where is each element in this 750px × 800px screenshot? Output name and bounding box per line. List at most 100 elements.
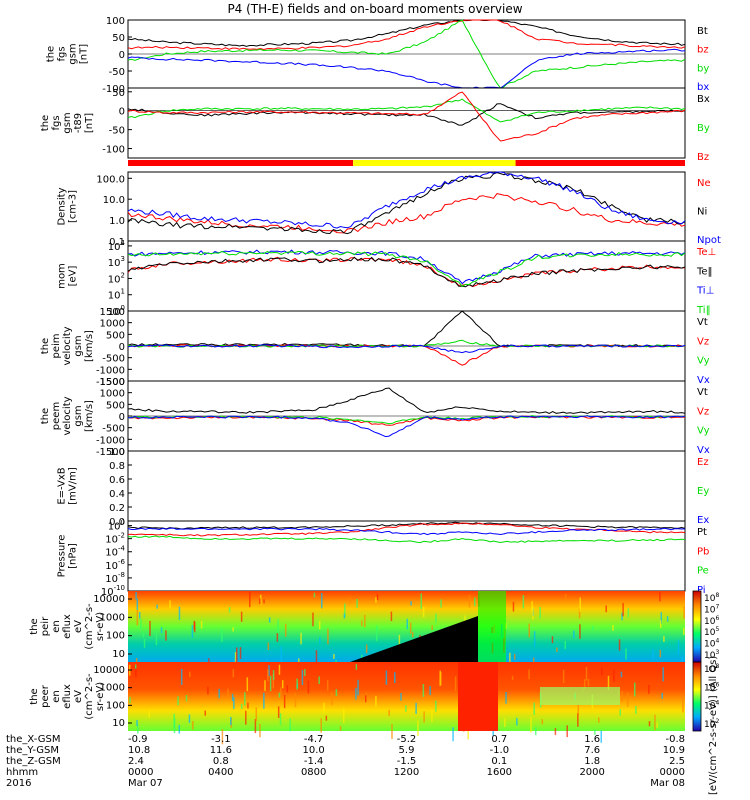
spectrogram-streak <box>254 718 257 734</box>
spectrogram-streak <box>607 675 610 691</box>
spectrogram-streak <box>276 633 279 642</box>
spectrogram-streak <box>307 680 310 694</box>
spectrogram-streak <box>648 721 651 727</box>
spectrogram-streak <box>267 642 270 651</box>
spectrogram-streak <box>516 717 518 726</box>
spectrogram-streak <box>452 727 454 742</box>
y-tick-label: 0.2 <box>109 503 125 514</box>
panel-peir-spectrogram: 10810710610510410310000100010010thepeire… <box>29 590 719 676</box>
series-line-By <box>127 98 686 123</box>
spectrogram-streak <box>621 612 623 621</box>
spectrogram-streak <box>627 608 630 618</box>
spectrogram-streak <box>511 675 514 680</box>
spectrogram-streak <box>294 692 297 708</box>
legend-entry-Vt: Vt <box>697 317 708 328</box>
spectrogram-streak <box>551 636 554 644</box>
spectrogram-streak <box>364 614 366 628</box>
x-axis-value: 2.4 <box>128 756 144 767</box>
legend-entry-Pe: Pe <box>697 566 709 577</box>
spectrogram-streak <box>267 669 269 682</box>
spectrogram-streak <box>682 698 684 713</box>
spectrogram-streak <box>280 646 283 663</box>
x-axis-value: 7.6 <box>584 745 600 756</box>
spectrogram-streak <box>431 709 433 722</box>
y-tick-label: 1000 <box>100 683 125 694</box>
spectrogram-streak <box>339 726 342 731</box>
spectrogram-streak <box>355 687 357 700</box>
spectrogram-streak <box>659 592 661 602</box>
spectrogram-streak <box>612 624 614 631</box>
series-line-Te‖ <box>127 256 686 288</box>
legend-entry-bx: bx <box>697 82 709 93</box>
spectrogram-streak <box>422 606 425 618</box>
spectrogram-streak <box>420 593 422 609</box>
spectrogram-streak <box>398 634 401 648</box>
spectrogram-streak <box>278 692 281 698</box>
x-axis-row-label: the_X-GSM <box>6 734 60 745</box>
spectrogram-streak <box>533 702 535 715</box>
spectrogram-streak <box>281 680 284 689</box>
spectrogram-streak <box>361 620 363 627</box>
spectrogram-streak <box>505 691 507 704</box>
spectrogram-streak <box>587 678 590 687</box>
panel-fgs: 100 50 0 -50 -100 thefgsgsm[nT] Bt bz by bx <box>46 16 710 95</box>
spectrogram-streak <box>236 647 238 663</box>
spectrogram-streak <box>356 598 358 608</box>
mode-bar-segment <box>515 160 685 166</box>
y-tick-label: -50 <box>109 67 125 78</box>
y-tick-label: -1000 <box>96 435 125 446</box>
spectrogram-streak <box>289 718 291 732</box>
y-tick-label: 0.8 <box>109 461 125 472</box>
spectrogram-streak <box>564 641 566 650</box>
spectrogram-streak <box>296 678 298 690</box>
spectrogram-streak <box>659 620 662 628</box>
spectrogram-streak <box>412 631 414 638</box>
spectrogram-streak <box>245 710 247 725</box>
spectrogram-streak <box>149 620 151 637</box>
spectrogram-streak <box>435 700 437 712</box>
series-line-Npot <box>127 171 686 229</box>
spectrogram-streak <box>344 603 346 618</box>
x-axis-value: 2000 <box>579 767 604 778</box>
y-tick-label: 1500 <box>100 377 125 388</box>
spectrogram-streak <box>266 659 268 665</box>
spectrogram-streak <box>312 612 314 627</box>
legend-entry-Bz: Bz <box>697 152 709 163</box>
spectrogram-streak <box>280 687 282 699</box>
spectrogram-streak <box>633 682 636 697</box>
x-axis-value: -1.4 <box>304 756 324 767</box>
spectrogram-streak <box>349 597 351 604</box>
y-tick-label: 1000 <box>100 319 125 330</box>
colorbar <box>692 661 702 732</box>
spectrogram-streak <box>173 713 175 729</box>
spectrogram-streak <box>528 623 530 638</box>
spectrogram-streak <box>532 657 535 666</box>
y-tick-label: 100 <box>108 304 125 318</box>
x-axis-row-label: the_Z-GSM <box>6 756 61 767</box>
legend-entry-Ne: Ne <box>697 178 711 189</box>
spectrogram-streak <box>577 703 580 715</box>
colorbar <box>692 590 702 663</box>
x-axis-row-label: the_Y-GSM <box>6 745 59 756</box>
spectrogram-streak <box>134 664 137 669</box>
spectrogram-streak <box>240 703 243 710</box>
spectrogram-streak <box>417 720 419 737</box>
x-axis-value: 0000 <box>128 767 153 778</box>
spectrogram-streak <box>343 613 346 619</box>
spectrogram-streak <box>192 720 194 730</box>
spectrogram-streak <box>375 597 377 603</box>
y-axis-title: thepeemvelocitygsm[km/s] <box>40 396 95 435</box>
spectrogram-streak <box>272 670 275 681</box>
spectrogram-streak <box>440 599 442 608</box>
y-tick-label: -500 <box>102 354 125 365</box>
spectrogram-streak <box>232 627 234 632</box>
y-tick-label: 0 <box>119 342 125 353</box>
spectrogram-streak <box>435 613 437 624</box>
series-line-Bx <box>127 103 686 126</box>
spectrogram-streak <box>388 709 390 717</box>
y-tick-label: 50 <box>112 88 125 99</box>
y-tick-label: 0.6 <box>109 475 125 486</box>
legend-entry-Ti‖: Ti‖ <box>696 305 711 316</box>
spectrogram-streak <box>177 696 179 706</box>
spectrogram-streak <box>325 715 328 721</box>
